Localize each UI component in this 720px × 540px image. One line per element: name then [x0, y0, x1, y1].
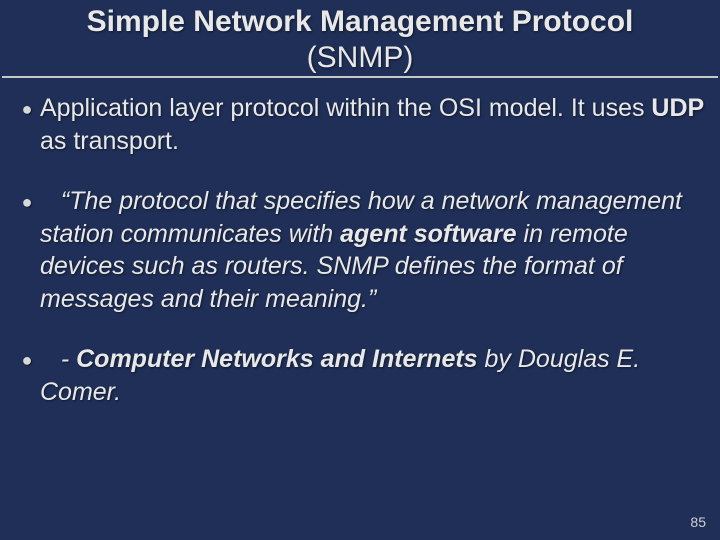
text-run: as transport.	[40, 127, 179, 155]
page-number: 85	[690, 514, 706, 530]
bullet-icon: ●	[14, 343, 40, 377]
bullet-item: ● “The protocol that specifies how a net…	[14, 185, 706, 315]
bullet-item: ● - Computer Networks and Internets by D…	[14, 343, 706, 408]
text-bold-italic: agent software	[340, 220, 516, 248]
bullet-icon: ●	[14, 185, 40, 219]
text-run: Application layer protocol within the OS…	[40, 94, 651, 122]
slide-title: Simple Network Management Protocol (SNMP…	[2, 0, 718, 78]
text-bold: UDP	[651, 94, 704, 122]
text-italic: -	[61, 345, 76, 373]
bullet-item: ● Application layer protocol within the …	[14, 92, 706, 157]
slide: Simple Network Management Protocol (SNMP…	[0, 0, 720, 540]
bullet-icon: ●	[14, 92, 40, 126]
bullet-text: Application layer protocol within the OS…	[40, 92, 706, 157]
title-line2: (SNMP)	[307, 41, 414, 74]
text-bold-italic: Computer Networks and Internets	[76, 345, 477, 373]
title-line1: Simple Network Management Protocol	[87, 5, 634, 38]
bullet-text: “The protocol that specifies how a netwo…	[40, 185, 706, 315]
slide-body: ● Application layer protocol within the …	[0, 86, 720, 408]
bullet-text: - Computer Networks and Internets by Dou…	[40, 343, 706, 408]
